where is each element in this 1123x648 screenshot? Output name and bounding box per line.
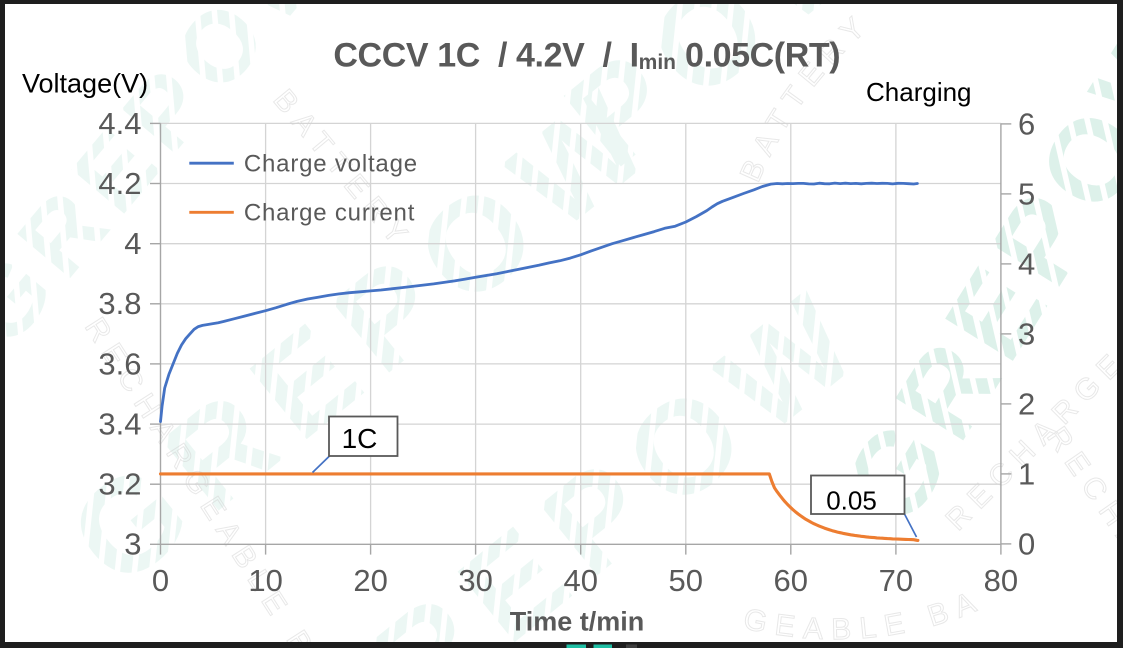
svg-text:80: 80 bbox=[984, 563, 1018, 598]
svg-text:1C: 1C bbox=[342, 423, 378, 454]
svg-text:3.4: 3.4 bbox=[98, 407, 141, 442]
svg-text:3.6: 3.6 bbox=[98, 346, 141, 381]
svg-text:0: 0 bbox=[1018, 526, 1035, 561]
svg-text:4.4: 4.4 bbox=[98, 106, 141, 141]
svg-text:3: 3 bbox=[124, 527, 141, 562]
svg-text:10: 10 bbox=[248, 563, 282, 598]
svg-text:Voltage(V): Voltage(V) bbox=[22, 69, 148, 99]
svg-text:60: 60 bbox=[774, 563, 808, 598]
svg-text:40: 40 bbox=[563, 563, 597, 598]
svg-text:50: 50 bbox=[669, 563, 703, 598]
svg-text:3.8: 3.8 bbox=[98, 286, 141, 321]
svg-text:0: 0 bbox=[152, 563, 169, 598]
svg-text:70: 70 bbox=[879, 563, 913, 598]
svg-text:2: 2 bbox=[1018, 386, 1035, 421]
svg-text:Time t/min: Time t/min bbox=[510, 607, 645, 637]
svg-text:5: 5 bbox=[1018, 176, 1035, 211]
svg-text:4.2: 4.2 bbox=[98, 166, 141, 201]
svg-text:6: 6 bbox=[1018, 106, 1035, 141]
svg-text:4: 4 bbox=[124, 226, 141, 261]
svg-text:30: 30 bbox=[458, 563, 492, 598]
svg-text:4: 4 bbox=[1018, 246, 1035, 281]
svg-text:3.2: 3.2 bbox=[98, 467, 141, 502]
svg-text:Charge current: Charge current bbox=[244, 199, 415, 226]
svg-text:CCCV 1C / 4.2V / Imin 0.05C: CCCV 1C / 4.2V / Imin 0.05C(RT) bbox=[333, 37, 840, 75]
svg-text:Charge voltage: Charge voltage bbox=[244, 150, 418, 177]
svg-text:1: 1 bbox=[1018, 456, 1035, 491]
svg-text:0.05: 0.05 bbox=[826, 486, 877, 516]
svg-text:Charging: Charging bbox=[866, 77, 972, 107]
svg-text:3: 3 bbox=[1018, 316, 1035, 351]
svg-text:20: 20 bbox=[353, 563, 387, 598]
